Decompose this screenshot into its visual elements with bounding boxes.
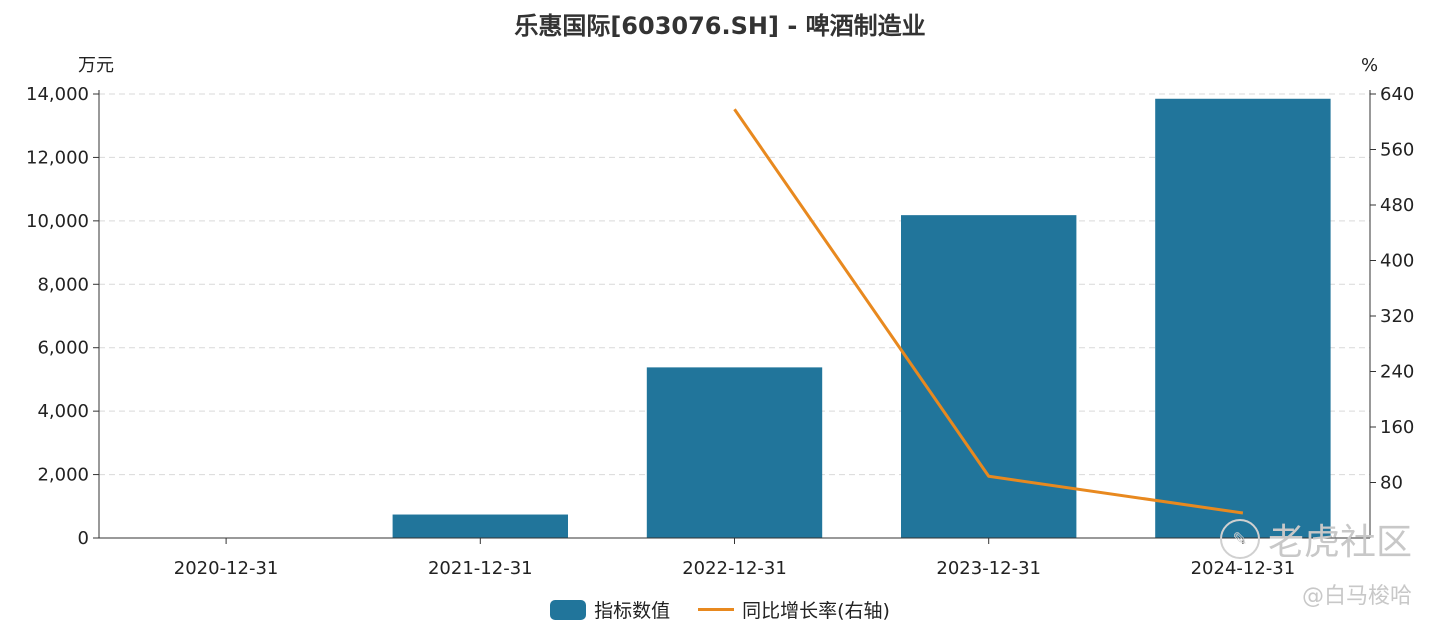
right-tick-label: 160 — [1380, 417, 1414, 438]
legend-bar-swatch — [550, 599, 587, 620]
bar — [1155, 98, 1331, 538]
x-tick-label: 2020-12-31 — [174, 558, 279, 579]
x-tick-label: 2024-12-31 — [1191, 558, 1296, 579]
right-tick-label: 320 — [1380, 306, 1414, 327]
right-tick-label: 240 — [1380, 362, 1414, 383]
watermark-brand-text: 老虎社区 — [1267, 522, 1412, 563]
left-tick-label: 14,000 — [26, 84, 89, 105]
bar-series — [392, 98, 1331, 539]
legend-bar-label: 指标数值 — [594, 600, 671, 622]
right-tick-label: 80 — [1380, 473, 1403, 494]
legend-item-line[interactable]: 同比增长率(右轴) — [698, 596, 890, 623]
left-tick-label: 2,000 — [37, 465, 89, 486]
right-tick-label: 480 — [1380, 195, 1414, 216]
legend: 指标数值 同比增长率(右轴) — [0, 596, 1440, 623]
x-tick-label: 2021-12-31 — [428, 558, 533, 579]
chart-plot: 0 2,000 4,000 6,000 8,000 10,000 12,000 14,000 8… — [26, 55, 1414, 579]
watermark-brand: ✎ 老虎社区 — [1219, 513, 1412, 565]
left-tick-label: 10,000 — [26, 211, 89, 232]
legend-line-label: 同比增长率(右轴) — [742, 600, 890, 622]
left-axis-unit: 万元 — [78, 55, 114, 76]
left-tick-label: 4,000 — [37, 401, 89, 422]
x-tick-label: 2022-12-31 — [682, 558, 787, 579]
bar — [392, 514, 568, 538]
left-tick-label: 0 — [78, 528, 89, 549]
right-tick-label: 560 — [1380, 140, 1414, 161]
bar — [901, 215, 1077, 539]
left-tick-label: 8,000 — [37, 274, 89, 295]
x-tick-label: 2023-12-31 — [936, 558, 1041, 579]
axes: 0 2,000 4,000 6,000 8,000 10,000 12,000 14,000 8… — [26, 84, 1414, 579]
left-tick-label: 6,000 — [37, 338, 89, 359]
left-tick-label: 12,000 — [26, 147, 89, 168]
legend-line-swatch — [698, 608, 735, 611]
legend-item-bar[interactable]: 指标数值 — [550, 596, 670, 623]
right-tick-label: 640 — [1380, 84, 1414, 105]
growth-line-series — [733, 108, 1244, 515]
watermark-author: @白马梭哈 — [1301, 584, 1412, 609]
growth-line — [733, 108, 1244, 515]
tiger-logo-icon: ✎ — [1219, 519, 1260, 559]
right-axis-unit: % — [1361, 55, 1378, 76]
chart-title: 乐惠国际[603076.SH] - 啤酒制造业 — [514, 12, 926, 40]
bar — [646, 367, 823, 538]
right-tick-label: 400 — [1380, 251, 1414, 272]
